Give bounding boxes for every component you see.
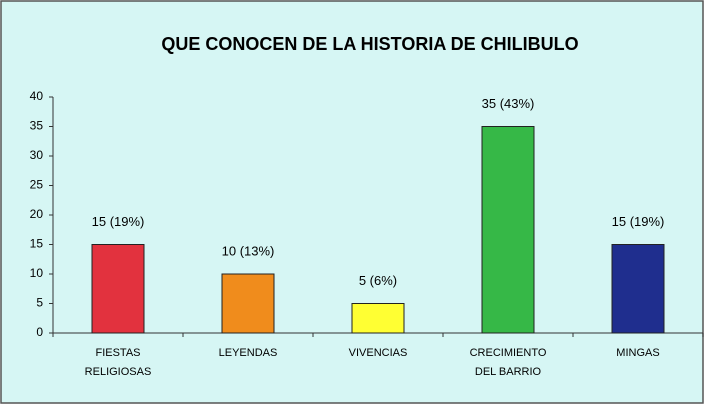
bar bbox=[351, 303, 405, 334]
data-label: 15 (19%) bbox=[92, 214, 145, 229]
bar bbox=[91, 244, 145, 334]
x-tick-label: FIESTAS RELIGIOSAS bbox=[85, 347, 152, 378]
y-tick-label: 25 bbox=[30, 178, 44, 192]
x-tick-label: CRECIMIENTO DEL BARRIO bbox=[470, 347, 547, 378]
y-tick-label: 40 bbox=[30, 89, 44, 103]
bar bbox=[221, 273, 275, 334]
x-tick-label: LEYENDAS bbox=[219, 347, 278, 359]
x-tick-label: VIVENCIAS bbox=[349, 347, 408, 359]
bar bbox=[611, 244, 665, 334]
y-tick-label: 15 bbox=[30, 237, 44, 251]
y-tick-label: 30 bbox=[30, 148, 44, 162]
data-label: 10 (13%) bbox=[222, 243, 275, 258]
chart-title: QUE CONOCEN DE LA HISTORIA DE CHILIBULO bbox=[161, 34, 578, 54]
y-tick-label: 20 bbox=[30, 207, 44, 221]
y-tick-label: 35 bbox=[30, 119, 44, 133]
y-tick-label: 5 bbox=[36, 296, 43, 310]
data-label: 5 (6%) bbox=[359, 273, 397, 288]
data-label: 35 (43%) bbox=[482, 96, 535, 111]
y-tick-label: 10 bbox=[30, 266, 44, 280]
data-label: 15 (19%) bbox=[612, 214, 665, 229]
bar bbox=[481, 126, 535, 334]
x-tick-label: MINGAS bbox=[616, 347, 659, 359]
y-tick-label: 0 bbox=[36, 325, 43, 339]
